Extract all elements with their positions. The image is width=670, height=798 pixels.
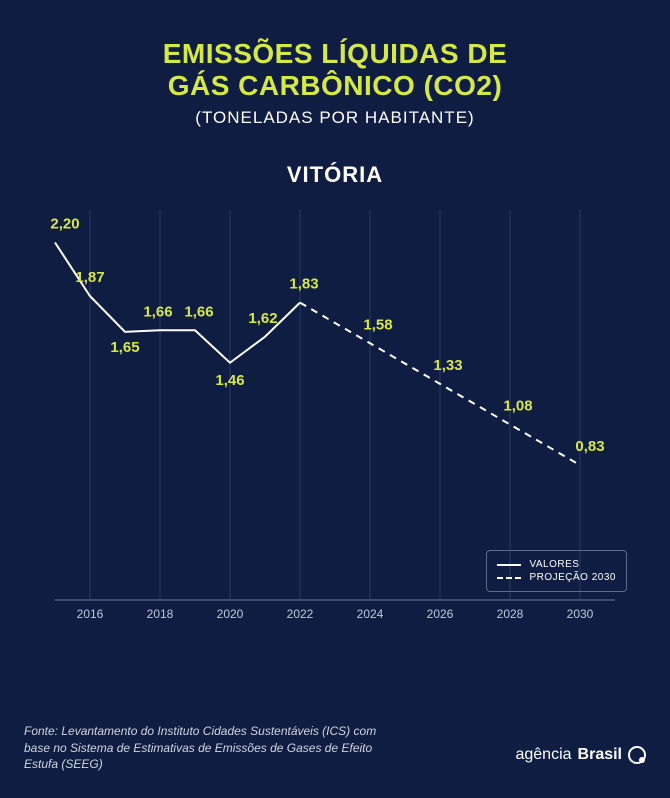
svg-text:1,46: 1,46 (215, 372, 244, 389)
legend: VALORES PROJEÇÃO 2030 (486, 550, 627, 592)
svg-text:1,33: 1,33 (433, 357, 462, 374)
svg-text:2026: 2026 (427, 607, 454, 621)
legend-swatch-dashed (497, 577, 521, 579)
svg-text:2016: 2016 (77, 607, 104, 621)
svg-text:1,08: 1,08 (503, 398, 532, 415)
header: EMISSÕES LÍQUIDAS DE GÁS CARBÔNICO (CO2)… (0, 0, 670, 128)
svg-text:2022: 2022 (287, 607, 314, 621)
svg-text:2018: 2018 (147, 607, 174, 621)
legend-swatch-solid (497, 564, 521, 566)
svg-text:1,66: 1,66 (184, 304, 213, 321)
brand-bold: Brasil (578, 746, 622, 764)
svg-text:1,62: 1,62 (248, 310, 277, 327)
svg-text:1,58: 1,58 (363, 317, 392, 334)
legend-row-projection: PROJEÇÃO 2030 (497, 572, 616, 583)
svg-text:2,20: 2,20 (50, 216, 79, 233)
brand-pre: agência (515, 746, 571, 764)
svg-text:1,87: 1,87 (75, 270, 104, 287)
legend-projection-label: PROJEÇÃO 2030 (529, 572, 616, 583)
svg-text:2020: 2020 (217, 607, 244, 621)
svg-text:0,83: 0,83 (575, 439, 604, 456)
source-text: Fonte: Levantamento do Instituto Cidades… (24, 723, 404, 772)
title-line2: GÁS CARBÔNICO (CO2) (20, 70, 650, 102)
city-name: VITÓRIA (0, 162, 670, 188)
svg-text:2024: 2024 (357, 607, 384, 621)
subtitle: (TONELADAS POR HABITANTE) (20, 108, 650, 128)
chart: 2016 2018 2020 2022 2024 2026 2028 2030 2,20 1,87… (35, 200, 635, 630)
svg-text:1,83: 1,83 (289, 276, 318, 293)
brand-icon (628, 746, 646, 764)
brand: agência Brasil (515, 746, 646, 764)
legend-row-values: VALORES (497, 559, 616, 570)
title-line1: EMISSÕES LÍQUIDAS DE (20, 38, 650, 70)
svg-text:2030: 2030 (567, 607, 594, 621)
svg-text:2028: 2028 (497, 607, 524, 621)
svg-text:1,66: 1,66 (143, 304, 172, 321)
svg-text:1,65: 1,65 (110, 339, 139, 356)
legend-values-label: VALORES (529, 559, 579, 570)
